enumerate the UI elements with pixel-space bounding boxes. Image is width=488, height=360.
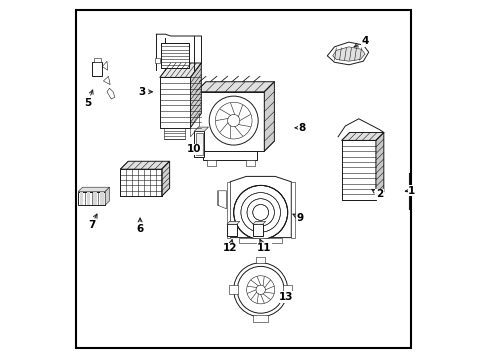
Circle shape <box>215 102 251 139</box>
Text: 7: 7 <box>88 220 95 230</box>
Polygon shape <box>196 92 264 151</box>
Polygon shape <box>161 43 189 68</box>
Polygon shape <box>92 62 102 76</box>
Circle shape <box>209 96 258 145</box>
Polygon shape <box>195 133 203 155</box>
Polygon shape <box>160 77 190 128</box>
Polygon shape <box>375 132 383 200</box>
Polygon shape <box>107 88 115 99</box>
Text: 2: 2 <box>375 189 382 199</box>
Bar <box>256 257 264 263</box>
Text: 5: 5 <box>84 98 91 108</box>
Polygon shape <box>190 113 199 137</box>
Polygon shape <box>163 128 185 139</box>
Polygon shape <box>254 221 260 224</box>
Bar <box>283 285 291 294</box>
Polygon shape <box>80 192 83 205</box>
Circle shape <box>256 285 265 294</box>
Polygon shape <box>228 221 234 224</box>
Polygon shape <box>341 132 383 140</box>
Polygon shape <box>105 187 109 205</box>
Polygon shape <box>196 82 274 92</box>
Bar <box>229 285 238 294</box>
Text: 10: 10 <box>186 144 201 154</box>
Polygon shape <box>203 151 257 160</box>
Text: 4: 4 <box>361 36 368 46</box>
Polygon shape <box>190 63 201 128</box>
Polygon shape <box>252 224 263 236</box>
Polygon shape <box>341 140 375 200</box>
Polygon shape <box>103 76 110 85</box>
Circle shape <box>227 114 239 127</box>
Text: 8: 8 <box>298 123 305 133</box>
Circle shape <box>233 185 287 239</box>
Polygon shape <box>230 176 291 238</box>
Polygon shape <box>326 42 368 65</box>
Text: 11: 11 <box>257 243 271 253</box>
Circle shape <box>233 263 287 317</box>
Polygon shape <box>93 192 97 205</box>
Polygon shape <box>78 187 109 192</box>
Polygon shape <box>226 224 237 236</box>
Polygon shape <box>162 161 169 196</box>
Polygon shape <box>102 61 107 70</box>
Polygon shape <box>252 221 265 224</box>
Circle shape <box>246 276 274 304</box>
Polygon shape <box>291 182 294 238</box>
Polygon shape <box>154 58 160 63</box>
Polygon shape <box>194 127 208 131</box>
Text: 9: 9 <box>296 213 303 223</box>
Polygon shape <box>226 221 239 224</box>
Polygon shape <box>194 131 204 157</box>
Text: 12: 12 <box>223 243 237 253</box>
Text: 6: 6 <box>136 224 143 234</box>
Bar <box>253 315 267 322</box>
Polygon shape <box>78 192 105 205</box>
Polygon shape <box>94 58 101 62</box>
Text: 3: 3 <box>138 87 145 97</box>
Polygon shape <box>86 192 90 205</box>
Polygon shape <box>160 63 201 77</box>
Polygon shape <box>120 169 162 196</box>
Text: 13: 13 <box>278 292 292 302</box>
Polygon shape <box>120 161 169 169</box>
Polygon shape <box>206 160 215 166</box>
Polygon shape <box>226 182 230 238</box>
Polygon shape <box>217 191 226 209</box>
Polygon shape <box>246 160 255 166</box>
Polygon shape <box>332 47 365 61</box>
Polygon shape <box>239 238 282 243</box>
Circle shape <box>237 266 284 313</box>
Polygon shape <box>100 192 103 205</box>
Text: 1: 1 <box>407 186 415 196</box>
Polygon shape <box>264 82 274 151</box>
